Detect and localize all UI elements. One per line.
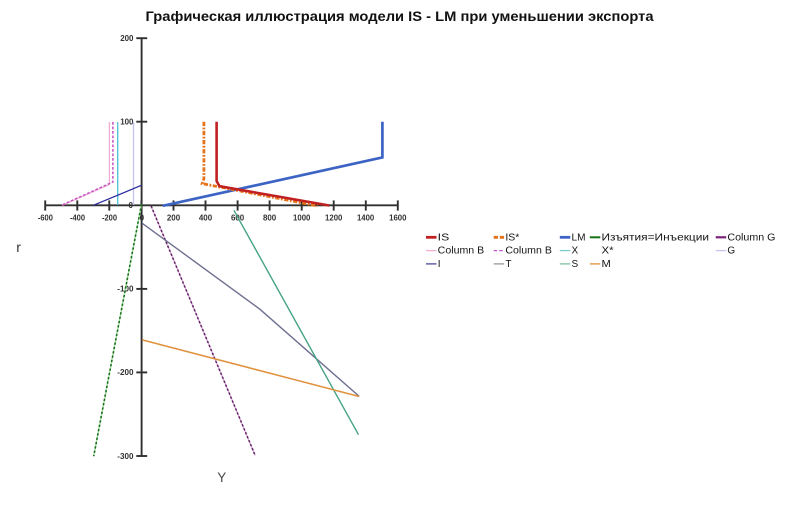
svg-text:M: M (602, 259, 611, 270)
svg-text:r: r (16, 239, 21, 255)
svg-text:1200: 1200 (325, 212, 343, 222)
svg-text:X: X (572, 246, 579, 257)
svg-text:IS*: IS* (505, 232, 519, 243)
svg-text:T: T (505, 259, 511, 270)
svg-text:I: I (438, 259, 441, 270)
svg-text:1000: 1000 (293, 212, 311, 222)
svg-text:Column B: Column B (438, 246, 485, 257)
svg-text:LM: LM (572, 232, 586, 243)
svg-text:100: 100 (120, 117, 134, 127)
svg-text:-200: -200 (102, 212, 117, 222)
svg-text:1600: 1600 (389, 212, 407, 222)
svg-text:G: G (727, 246, 735, 257)
svg-text:400: 400 (199, 212, 213, 222)
svg-text:-600: -600 (38, 212, 53, 222)
svg-text:1400: 1400 (357, 212, 375, 222)
svg-text:-300: -300 (117, 451, 134, 461)
svg-text:0: 0 (129, 200, 134, 210)
svg-text:Column G: Column G (727, 232, 775, 243)
svg-text:IS: IS (438, 232, 450, 243)
svg-text:-200: -200 (117, 367, 134, 377)
svg-text:S: S (572, 259, 579, 270)
svg-text:Изъятия=Инъекции: Изъятия=Инъекции (602, 232, 710, 243)
svg-text:Column B: Column B (505, 246, 552, 257)
svg-text:Y: Y (217, 470, 226, 485)
svg-text:Графическая иллюстрация модели: Графическая иллюстрация модели IS - LM п… (146, 9, 655, 24)
svg-text:200: 200 (120, 33, 134, 43)
svg-text:-400: -400 (70, 212, 85, 222)
svg-text:X*: X* (602, 246, 614, 257)
svg-text:200: 200 (167, 212, 181, 222)
svg-text:800: 800 (263, 212, 277, 222)
svg-text:0: 0 (140, 212, 145, 222)
